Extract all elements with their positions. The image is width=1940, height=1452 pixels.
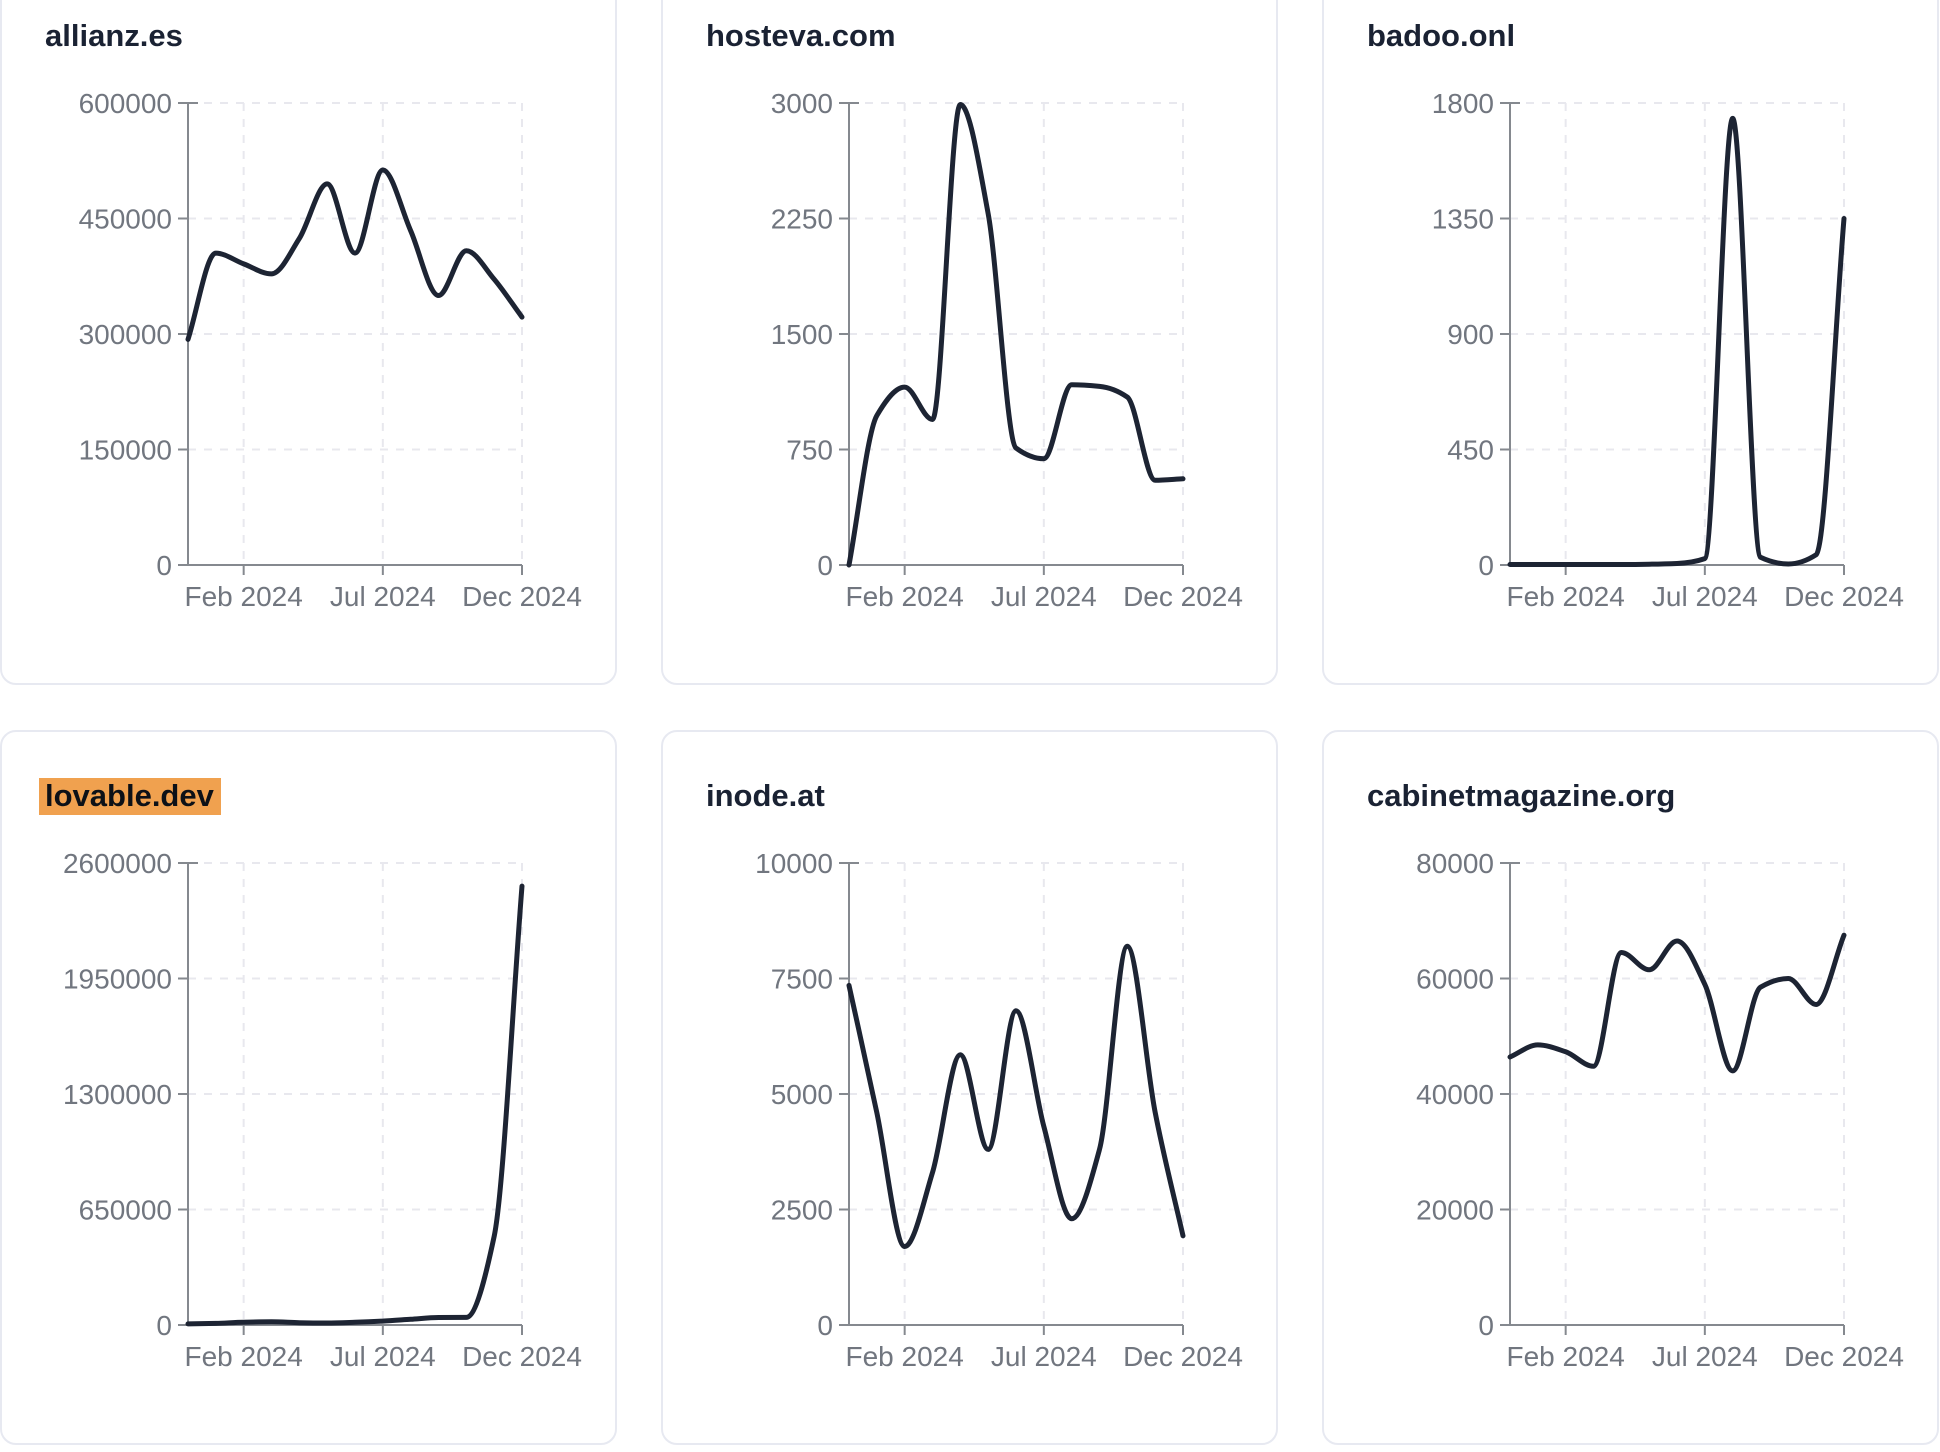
series-line bbox=[1507, 115, 1847, 567]
y-tick-label: 650000 bbox=[79, 1195, 172, 1226]
series-line bbox=[185, 883, 525, 1327]
traffic-line-chart: 0 2500 5000 7500 10000 Feb 2024 Jul 2024 Dec 20… bbox=[755, 848, 1243, 1372]
x-tick-label: Jul 2024 bbox=[1652, 1341, 1758, 1372]
y-tick-label: 10000 bbox=[755, 848, 833, 879]
chart-card: allianz.es 0 150000 300000 450000 600000 Feb 2… bbox=[0, 0, 617, 685]
series-line bbox=[846, 943, 1186, 1249]
y-tick-label: 2250 bbox=[771, 204, 833, 235]
y-tick-label: 1950000 bbox=[63, 964, 172, 995]
x-tick-label: Feb 2024 bbox=[846, 581, 964, 612]
chart-title: hosteva.com bbox=[706, 16, 896, 55]
chart-title: lovable.dev bbox=[39, 776, 221, 815]
y-tick-label: 40000 bbox=[1416, 1079, 1494, 1110]
series-line bbox=[185, 167, 525, 342]
y-tick-label: 1800 bbox=[1432, 88, 1494, 119]
y-tick-label: 20000 bbox=[1416, 1195, 1494, 1226]
y-tick-label: 3000 bbox=[771, 88, 833, 119]
x-tick-label: Dec 2024 bbox=[462, 1341, 582, 1372]
y-tick-label: 0 bbox=[1478, 1310, 1494, 1341]
chart-card: lovable.dev 0 650000 1300000 1950000 2600000 F… bbox=[0, 730, 617, 1445]
y-tick-label: 7500 bbox=[771, 964, 833, 995]
highlighted-domain-label: lovable.dev bbox=[39, 778, 221, 815]
x-tick-label: Feb 2024 bbox=[185, 1341, 303, 1372]
chart-title: allianz.es bbox=[45, 16, 183, 55]
x-tick-label: Jul 2024 bbox=[1652, 581, 1758, 612]
x-tick-label: Jul 2024 bbox=[330, 1341, 436, 1372]
x-tick-label: Feb 2024 bbox=[1507, 581, 1625, 612]
traffic-line-chart: 0 650000 1300000 1950000 2600000 Feb 2024 Jul … bbox=[63, 848, 582, 1372]
chart-card: hosteva.com 0 750 1500 2250 3000 Feb 2024 Jul 2… bbox=[661, 0, 1278, 685]
y-tick-label: 5000 bbox=[771, 1079, 833, 1110]
x-tick-label: Feb 2024 bbox=[846, 1341, 964, 1372]
domain-label: hosteva.com bbox=[706, 18, 896, 53]
y-tick-label: 150000 bbox=[79, 435, 172, 466]
y-tick-label: 1350 bbox=[1432, 204, 1494, 235]
y-tick-label: 0 bbox=[156, 550, 172, 581]
traffic-line-chart: 0 750 1500 2250 3000 Feb 2024 Jul 2024 Dec 2024 bbox=[771, 88, 1243, 612]
y-tick-label: 600000 bbox=[79, 88, 172, 119]
x-tick-label: Jul 2024 bbox=[991, 1341, 1097, 1372]
x-tick-label: Dec 2024 bbox=[1784, 1341, 1904, 1372]
series-line bbox=[1507, 932, 1847, 1074]
y-tick-label: 0 bbox=[1478, 550, 1494, 581]
y-tick-label: 60000 bbox=[1416, 964, 1494, 995]
traffic-line-chart: 0 20000 40000 60000 80000 Feb 2024 Jul 2024 Dec… bbox=[1416, 848, 1904, 1372]
y-tick-label: 80000 bbox=[1416, 848, 1494, 879]
x-tick-label: Feb 2024 bbox=[1507, 1341, 1625, 1372]
traffic-line-chart: 0 450 900 1350 1800 Feb 2024 Jul 2024 Dec 2024 bbox=[1432, 88, 1904, 612]
y-tick-label: 0 bbox=[817, 550, 833, 581]
y-tick-label: 0 bbox=[156, 1310, 172, 1341]
y-tick-label: 900 bbox=[1447, 319, 1494, 350]
traffic-line-chart: 0 150000 300000 450000 600000 Feb 2024 Jul 202… bbox=[79, 88, 582, 612]
y-tick-label: 300000 bbox=[79, 319, 172, 350]
y-tick-label: 1300000 bbox=[63, 1079, 172, 1110]
domain-label: cabinetmagazine.org bbox=[1367, 778, 1676, 813]
chart-card: inode.at 0 2500 5000 7500 10000 Feb 2024 Jul 20… bbox=[661, 730, 1278, 1445]
domain-label: inode.at bbox=[706, 778, 825, 813]
chart-card: cabinetmagazine.org 0 20000 40000 60000 80000… bbox=[1322, 730, 1939, 1445]
x-tick-label: Jul 2024 bbox=[330, 581, 436, 612]
y-tick-label: 450 bbox=[1447, 435, 1494, 466]
chart-title: badoo.onl bbox=[1367, 16, 1515, 55]
domain-label: allianz.es bbox=[45, 18, 183, 53]
chart-title: cabinetmagazine.org bbox=[1367, 776, 1675, 815]
y-tick-label: 1500 bbox=[771, 319, 833, 350]
domain-label: badoo.onl bbox=[1367, 18, 1516, 53]
x-tick-label: Dec 2024 bbox=[1123, 1341, 1243, 1372]
x-tick-label: Dec 2024 bbox=[1123, 581, 1243, 612]
y-tick-label: 2500 bbox=[771, 1195, 833, 1226]
y-tick-label: 450000 bbox=[79, 204, 172, 235]
chart-title: inode.at bbox=[706, 776, 825, 815]
y-tick-label: 2600000 bbox=[63, 848, 172, 879]
chart-card: badoo.onl 0 450 900 1350 1800 Feb 2024 Jul 2024… bbox=[1322, 0, 1939, 685]
x-tick-label: Feb 2024 bbox=[185, 581, 303, 612]
y-tick-label: 0 bbox=[817, 1310, 833, 1341]
x-tick-label: Dec 2024 bbox=[462, 581, 582, 612]
series-line bbox=[846, 102, 1186, 568]
x-tick-label: Jul 2024 bbox=[991, 581, 1097, 612]
x-tick-label: Dec 2024 bbox=[1784, 581, 1904, 612]
y-tick-label: 750 bbox=[786, 435, 833, 466]
